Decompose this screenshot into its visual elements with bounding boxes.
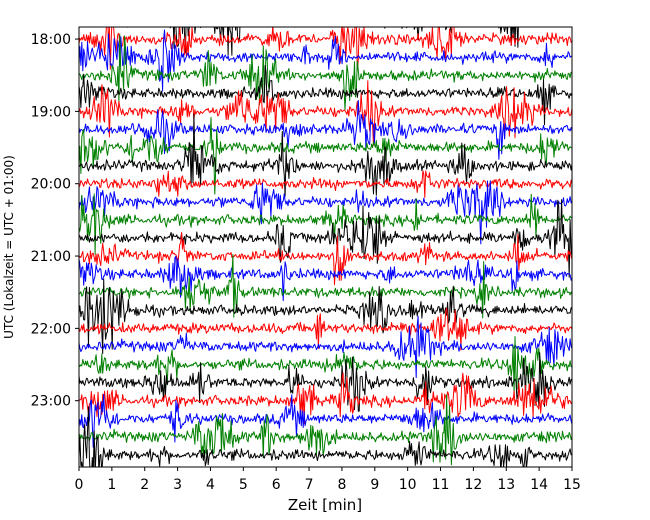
seismogram-trace (79, 307, 572, 351)
y-tick-label: 21:00 (31, 249, 71, 265)
y-tick-label: 23:00 (31, 394, 71, 410)
x-tick-label: 15 (563, 477, 581, 493)
seismogram-trace (79, 180, 572, 245)
x-axis: 0 1 2 3 4 5 6 7 8 9 10 11 12 13 14 15 (75, 467, 581, 493)
seismogram-trace (79, 255, 572, 302)
seismogram-traces (79, 27, 572, 467)
x-tick-label: 10 (399, 477, 417, 493)
seismogram-trace (79, 113, 572, 197)
x-tick-label: 12 (464, 477, 482, 493)
seismogram-trace (79, 393, 572, 448)
x-tick-label: 11 (432, 477, 450, 493)
seismogram-trace (79, 315, 572, 379)
seismogram-trace (79, 352, 572, 412)
seismogram-trace (79, 80, 572, 146)
x-tick-label: 9 (370, 477, 379, 493)
y-axis-title: UTC (Lokalzeit = UTC + 01:00) (2, 155, 16, 339)
seismogram-trace (79, 193, 572, 255)
x-tick-label: 4 (206, 477, 215, 493)
seismogram-trace (79, 27, 572, 71)
y-tick-label: 20:00 (31, 177, 71, 193)
seismogram-trace (79, 65, 572, 126)
x-tick-label: 6 (272, 477, 281, 493)
y-axis: 18:00 19:00 20:00 21:00 22:00 23:00 (31, 32, 79, 410)
x-tick-label: 1 (107, 477, 116, 493)
plot-background (79, 27, 572, 467)
seismogram-trace (79, 336, 572, 396)
seismogram-trace (79, 278, 572, 354)
x-axis-title: Zeit [min] (288, 496, 362, 514)
y-tick-label: 18:00 (31, 32, 71, 48)
x-tick-label: 3 (173, 477, 182, 493)
x-tick-label: 8 (337, 477, 346, 493)
x-tick-label: 14 (530, 477, 548, 493)
seismogram-trace (79, 232, 572, 286)
seismogram-trace (79, 394, 572, 466)
seismogram-trace (79, 99, 572, 160)
y-tick-label: 19:00 (31, 104, 71, 120)
x-tick-label: 7 (305, 477, 314, 493)
x-tick-label: 5 (239, 477, 248, 493)
y-tick-label: 22:00 (31, 321, 71, 337)
x-tick-label: 0 (75, 477, 84, 493)
seismogram-trace (79, 372, 572, 425)
x-tick-label: 13 (497, 477, 515, 493)
seismogram-trace (79, 406, 572, 467)
plot-frame (78, 26, 573, 468)
seismogram-trace (79, 199, 572, 278)
x-tick-label: 2 (140, 477, 149, 493)
seismogram-trace (79, 116, 572, 195)
seismogram-trace (79, 34, 572, 111)
seismogram-trace (79, 254, 572, 319)
